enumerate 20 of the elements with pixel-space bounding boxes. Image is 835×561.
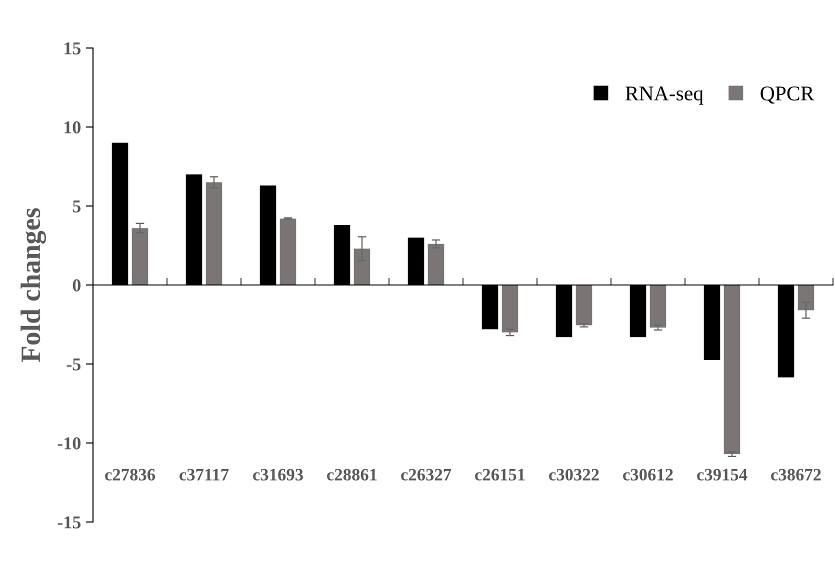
- legend-label: QPCR: [760, 86, 814, 104]
- y-tick-label: 0: [72, 279, 81, 292]
- y-tick-label: -5: [66, 358, 81, 370]
- x-tick-label: c26151: [475, 468, 525, 481]
- y-tick-label: -10: [58, 437, 81, 450]
- x-tick-label: c30612: [623, 468, 673, 481]
- x-tick-label: c37117: [180, 468, 229, 481]
- x-tick-label: c31693: [253, 468, 303, 481]
- x-tick-label: c26327: [401, 468, 452, 481]
- y-tick-label: 10: [64, 121, 81, 134]
- x-tick-label: c28861: [327, 468, 377, 481]
- y-tick-label: 5: [72, 200, 81, 212]
- x-tick-label: c38672: [771, 468, 821, 481]
- x-tick-label: c27836: [105, 468, 156, 481]
- y-axis-title: Fold changes: [20, 208, 46, 362]
- legend-label: RNA-seq: [625, 86, 704, 105]
- x-tick-label: c39154: [697, 468, 748, 481]
- x-tick-label: c30322: [549, 468, 599, 481]
- y-tick-label: 15: [64, 42, 81, 54]
- y-tick-label: -15: [58, 516, 81, 528]
